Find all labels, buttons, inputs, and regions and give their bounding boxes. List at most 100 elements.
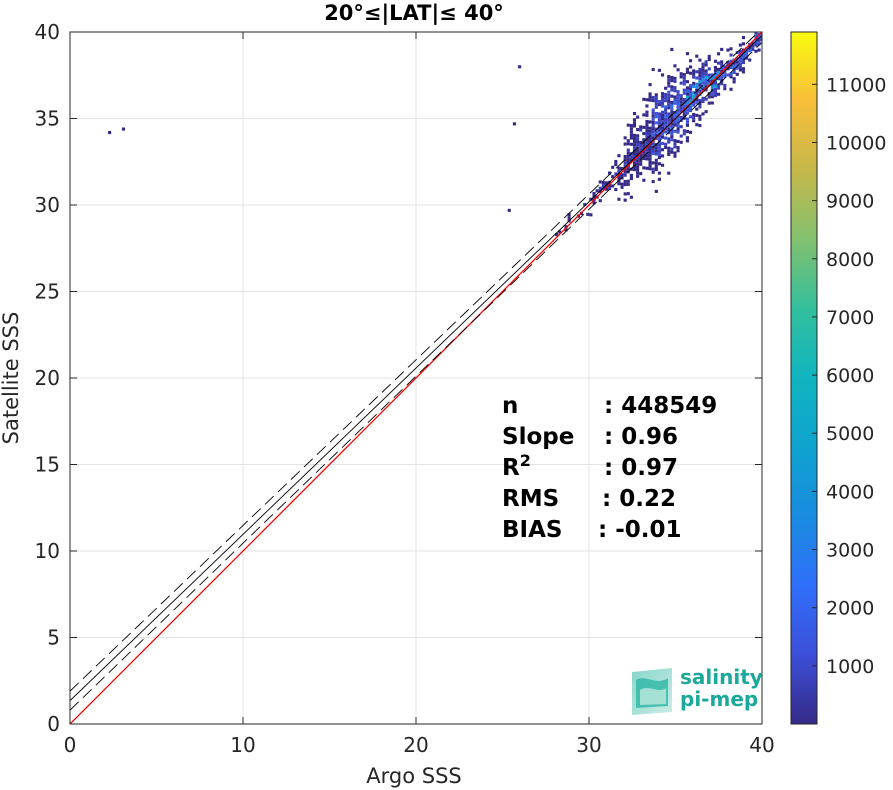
density-cell-455: [698, 117, 702, 121]
density-cell-43: [617, 175, 621, 180]
density-cell-100: [632, 146, 637, 150]
density-cell-203: [651, 111, 655, 115]
density-cell-439: [692, 72, 696, 76]
stat-label-0: n: [502, 393, 518, 419]
x-tick-label-4: 40: [749, 733, 774, 757]
density-cell-79: [626, 123, 630, 127]
density-cell-599: [751, 44, 755, 48]
density-cell-352: [676, 127, 680, 131]
density-cell-129: [639, 153, 643, 157]
y-tick-label-3: 15: [35, 453, 60, 477]
density-cell-620: [507, 208, 511, 212]
density-cell-584: [741, 57, 746, 61]
density-cell-143: [642, 141, 646, 145]
density-cell-32: [608, 171, 612, 175]
density-cell-278: [664, 111, 668, 115]
density-cell-123: [636, 128, 640, 132]
density-cell-164: [645, 110, 649, 114]
density-cell-312: [670, 131, 674, 136]
density-cell-325: [670, 85, 674, 89]
density-cell-254: [660, 135, 665, 139]
density-cell-163: [645, 113, 649, 117]
density-cell-617: [108, 130, 112, 135]
density-cell-78: [626, 139, 630, 143]
density-cell-528: [717, 70, 721, 75]
density-cell-319: [670, 110, 674, 114]
density-cell-13: [592, 201, 596, 205]
density-cell-370: [679, 115, 683, 119]
density-cell-266: [660, 95, 665, 99]
density-cell-215: [654, 146, 658, 150]
density-cell-353: [676, 124, 680, 128]
density-cell-511: [710, 73, 714, 77]
density-cell-453: [695, 54, 699, 58]
density-cell-398: [685, 123, 689, 127]
density-cell-39: [614, 159, 618, 164]
density-cell-427: [688, 59, 693, 63]
density-cell-461: [698, 89, 702, 93]
density-cell-197: [651, 130, 655, 134]
density-cell-18: [595, 189, 599, 193]
density-cell-391: [682, 82, 686, 86]
density-cell-276: [664, 117, 668, 121]
density-cell-304: [667, 84, 671, 88]
density-cell-285: [667, 171, 671, 175]
density-cell-263: [660, 104, 665, 108]
density-cell-91: [629, 127, 633, 131]
density-cell-34: [611, 175, 615, 179]
density-cell-77: [626, 142, 630, 146]
density-cell-351: [676, 130, 680, 134]
density-cell-426: [688, 65, 693, 69]
density-cell-379: [679, 72, 683, 76]
density-cell-310: [670, 138, 674, 142]
density-cell-33: [611, 184, 615, 188]
density-cell-598: [751, 47, 755, 51]
density-cell-374: [679, 100, 683, 104]
density-cell-522: [713, 59, 718, 63]
density-cell-516: [713, 81, 718, 85]
density-cell-0: [555, 233, 559, 237]
density-cell-450: [695, 82, 699, 86]
y-tick-label-5: 25: [35, 280, 60, 304]
density-cell-397: [685, 129, 689, 134]
density-cell-88: [629, 136, 633, 140]
density-cell-534: [720, 75, 724, 80]
density-cell-503: [710, 101, 714, 105]
density-cell-373: [679, 103, 683, 107]
density-cell-479: [701, 68, 705, 72]
density-cell-66: [626, 192, 630, 196]
density-cell-101: [632, 143, 637, 147]
density-cell-406: [685, 95, 689, 99]
density-cell-411: [685, 70, 689, 74]
density-cell-457: [698, 105, 702, 109]
density-cell-111: [636, 168, 640, 172]
density-cell-381: [682, 129, 686, 133]
density-cell-301: [667, 96, 671, 100]
density-cell-449: [695, 85, 699, 89]
line-1-1: [70, 32, 762, 724]
density-cell-559: [729, 47, 733, 51]
density-cell-146: [642, 125, 646, 129]
density-cell-109: [636, 174, 640, 178]
stat-value-0: : 448549: [604, 393, 717, 419]
density-cell-394: [682, 73, 686, 77]
density-cell-532: [720, 82, 724, 86]
density-cell-416: [688, 109, 693, 113]
density-cell-507: [710, 85, 714, 89]
density-cell-257: [660, 126, 665, 130]
density-cell-247: [657, 103, 661, 107]
density-cell-488: [704, 75, 708, 79]
density-cell-21: [598, 186, 602, 190]
density-cell-564: [732, 64, 736, 68]
density-cell-204: [651, 108, 655, 112]
density-cell-364: [676, 90, 680, 94]
density-cell-233: [657, 152, 661, 156]
density-cell-536: [720, 69, 724, 73]
density-cell-577: [738, 55, 742, 60]
density-cell-185: [648, 83, 652, 87]
density-cell-305: [667, 81, 671, 85]
density-cell-435: [692, 91, 696, 95]
y-tick-label-6: 30: [35, 193, 60, 217]
density-cell-92: [629, 124, 633, 128]
y-tick-label-0: 0: [47, 712, 60, 736]
